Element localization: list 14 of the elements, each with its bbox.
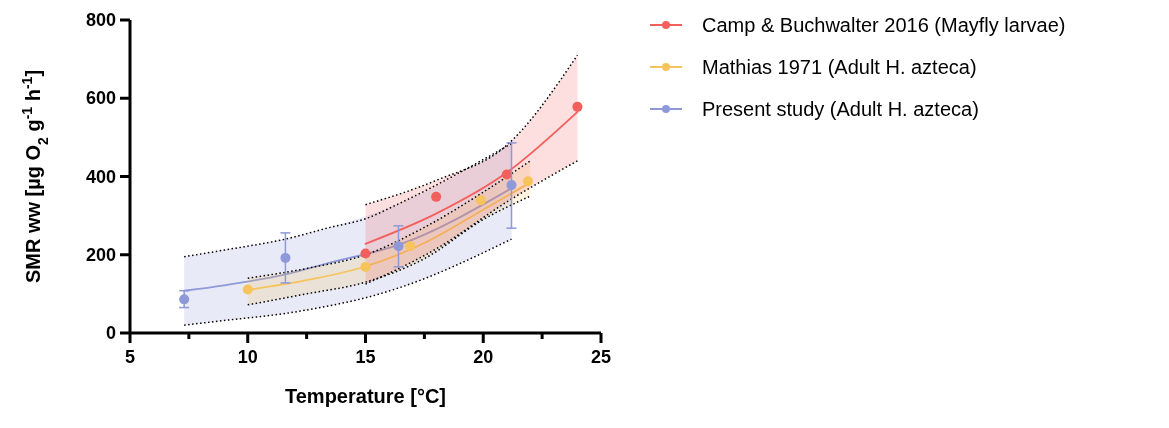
y-tick-label: 0	[105, 323, 116, 343]
legend-label: Camp & Buchwalter 2016 (Mayfly larvae)	[702, 14, 1066, 36]
legend-label: Present study (Adult H. azteca)	[702, 98, 979, 120]
x-tick-label: 15	[355, 347, 376, 367]
x-tick-label: 25	[590, 347, 612, 367]
x-tick-label: 5	[124, 347, 136, 367]
y-tick-label: 800	[85, 10, 116, 30]
y-tick-label: 200	[85, 244, 116, 265]
y-tick-label: 600	[85, 88, 116, 109]
legend-label: Mathias 1971 (Adult H. azteca)	[702, 56, 977, 78]
x-tick-label: 20	[473, 347, 494, 367]
y-tick-label: 400	[85, 166, 116, 187]
x-axis-title: Temperature [°C]	[285, 385, 446, 407]
x-tick-label: 10	[237, 347, 258, 367]
